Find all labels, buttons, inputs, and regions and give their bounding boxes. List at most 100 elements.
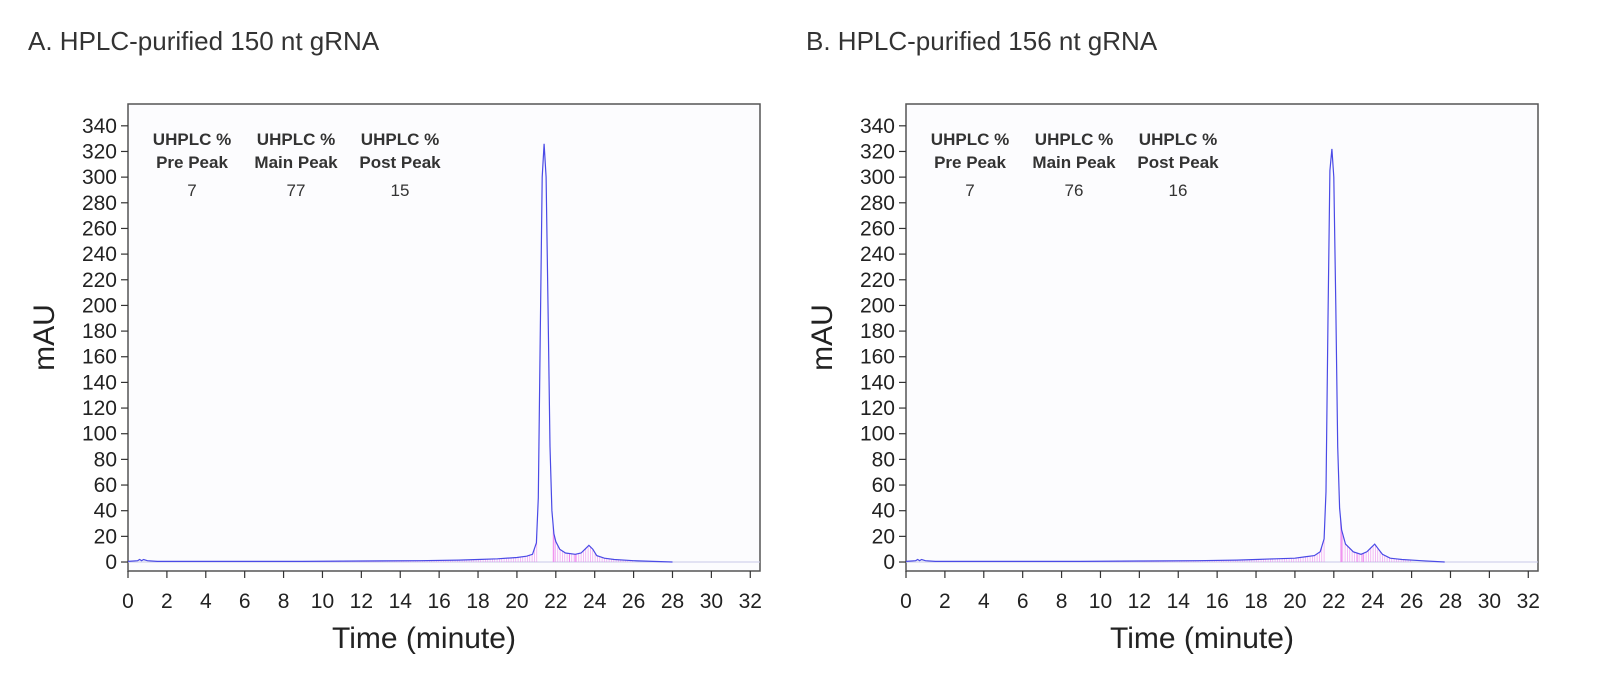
x-tick-label: 4 [200,590,212,613]
y-tick-label: 320 [82,140,117,163]
x-tick-label: 22 [544,590,567,613]
y-tick-label: 0 [883,551,895,574]
annotation-header: Main Peak [254,153,338,172]
x-tick-label: 12 [1128,590,1151,613]
annotation-value: 7 [965,181,974,200]
plot-area [905,103,1539,572]
y-tick-label: 180 [82,320,117,343]
y-tick-label: 220 [860,269,895,292]
y-tick-label: 340 [82,115,117,138]
x-tick-label: 32 [739,590,762,613]
y-tick-label: 320 [860,140,895,163]
chart-panel-b: B. HPLC-purified 156 nt gRNA 0 20 40 60 80 10… [778,0,1578,700]
y-tick-label: 60 [872,474,895,497]
x-tick-label: 6 [239,590,251,613]
y-tick-label: 240 [82,243,117,266]
y-tick-label: 300 [860,166,895,189]
x-tick-label: 20 [1283,590,1306,613]
y-tick-label: 160 [82,346,117,369]
x-tick-label: 18 [1244,590,1267,613]
x-tick-label: 20 [505,590,528,613]
y-tick-label: 240 [860,243,895,266]
y-tick-label: 40 [872,500,895,523]
y-tick-label: 100 [860,423,895,446]
annotation-value: 77 [287,181,306,200]
annotation-value: 16 [1169,181,1188,200]
y-tick-label: 120 [82,397,117,420]
y-tick-label: 340 [860,115,895,138]
x-tick-label: 14 [1167,590,1191,613]
x-tick-label: 0 [900,590,912,613]
x-tick-label: 12 [350,590,373,613]
x-tick-label: 28 [661,590,684,613]
y-tick-label: 0 [105,551,117,574]
series-line [905,148,1445,563]
y-tick-label: 140 [82,371,117,394]
x-tick-label: 26 [622,590,645,613]
x-tick-label: 2 [939,590,951,613]
x-tick-label: 32 [1517,590,1540,613]
y-tick-label: 60 [94,474,117,497]
x-tick-label: 26 [1400,590,1423,613]
y-tick-label: 280 [860,192,895,215]
y-axis-title: mAU [28,304,61,371]
chromatogram-b: 0204060801001201401601802002202402602803… [806,103,1540,655]
x-tick-label: 30 [700,590,723,613]
x-tick-label: 24 [1361,590,1385,613]
x-tick-label: 16 [1205,590,1228,613]
y-tick-label: 180 [860,320,895,343]
y-tick-label: 260 [82,217,117,240]
x-tick-label: 2 [161,590,173,613]
x-tick-label: 8 [278,590,290,613]
y-tick-label: 160 [860,346,895,369]
y-tick-label: 220 [82,269,117,292]
annotation-header: Pre Peak [934,153,1006,172]
chart-title: A. HPLC-purified 150 nt gRNA [28,26,380,56]
annotation-value: 15 [391,181,410,200]
x-tick-label: 28 [1439,590,1462,613]
x-axis-title: Time (minute) [332,622,516,655]
y-tick-label: 140 [860,371,895,394]
y-tick-label: 40 [94,500,117,523]
chart-title: B. HPLC-purified 156 nt gRNA [806,26,1158,56]
x-tick-label: 10 [1089,590,1112,613]
y-tick-label: 120 [860,397,895,420]
chart-panel-a: A. HPLC-purified 150 nt gRNA 0 20 40 60 80 10… [28,26,762,655]
y-tick-label: 20 [872,525,895,548]
x-tick-label: 10 [311,590,334,613]
annotation-header: UHPLC % [931,130,1009,149]
x-tick-label: 16 [427,590,450,613]
annotation-header: UHPLC % [361,130,439,149]
x-tick-label: 30 [1478,590,1501,613]
x-tick-label: 18 [466,590,489,613]
x-tick-label: 6 [1017,590,1029,613]
plot-area [127,103,761,572]
annotation-header: UHPLC % [257,130,335,149]
y-tick-label: 80 [872,448,895,471]
y-tick-label: 80 [94,448,117,471]
annotation-header: UHPLC % [153,130,231,149]
x-tick-label: 22 [1322,590,1345,613]
annotation-header: Post Peak [1137,153,1219,172]
annotation-header: Pre Peak [156,153,228,172]
y-tick-label: 100 [82,423,117,446]
y-tick-label: 300 [82,166,117,189]
x-tick-label: 8 [1056,590,1068,613]
y-tick-label: 200 [82,294,117,317]
x-tick-label: 4 [978,590,990,613]
annotation-header: UHPLC % [1139,130,1217,149]
y-tick-label: 20 [94,525,117,548]
x-tick-label: 14 [389,590,413,613]
x-tick-label: 0 [122,590,134,613]
y-tick-label: 280 [82,192,117,215]
series-line [127,143,673,563]
annotation-header: Post Peak [359,153,441,172]
chromatogram-a: 0204060801001201401601802002202402602803… [28,103,762,655]
x-axis-title: Time (minute) [1110,622,1294,655]
y-axis-title: mAU [806,304,839,371]
annotation-value: 7 [187,181,196,200]
y-tick-label: 260 [860,217,895,240]
x-tick-label: 24 [583,590,607,613]
annotation-header: UHPLC % [1035,130,1113,149]
annotation-value: 76 [1065,181,1084,200]
